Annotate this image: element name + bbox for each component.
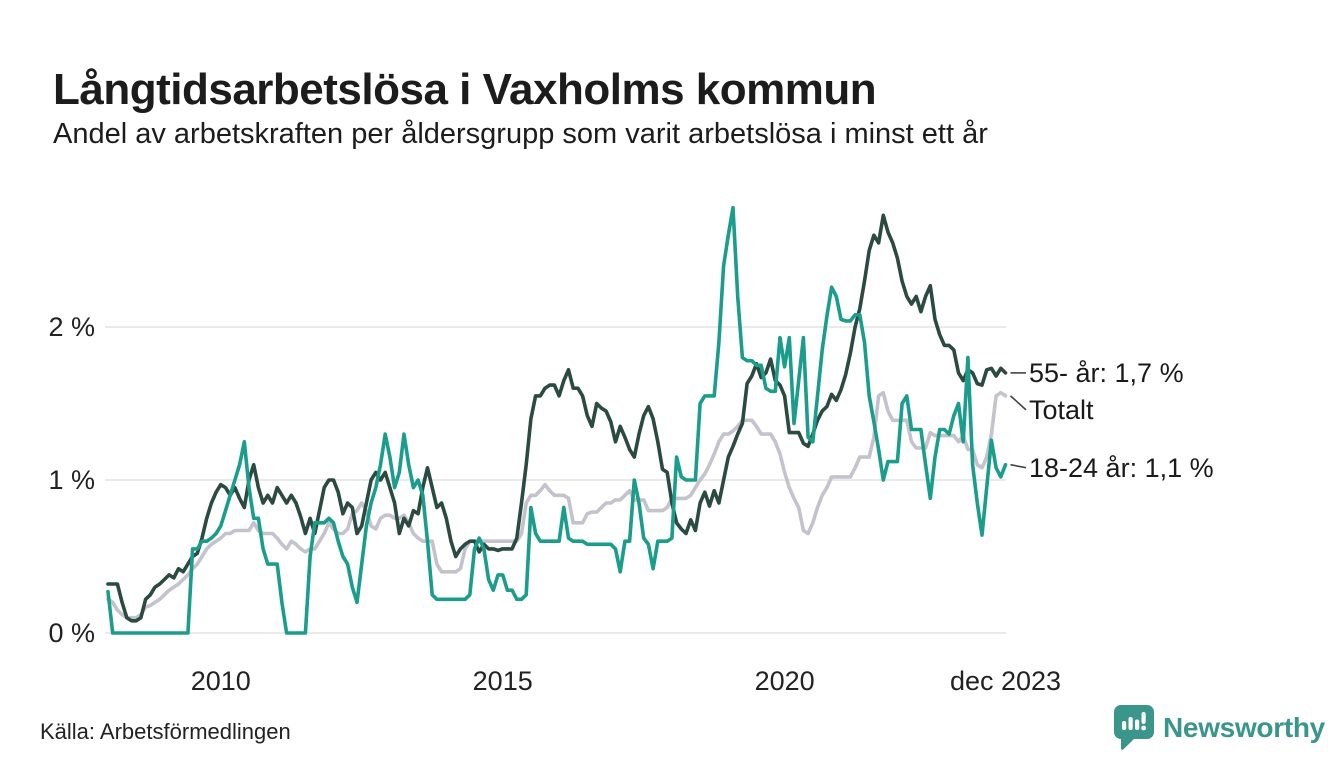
newsworthy-branding: Newsworthy	[1114, 705, 1325, 751]
x-axis-tick-dec-2023: dec 2023	[949, 666, 1062, 696]
x-axis-tick-2010: 2010	[190, 666, 251, 696]
page-subtitle: Andel av arbetskraften per åldersgrupp s…	[53, 118, 988, 150]
x-axis-tick-2020: 2020	[754, 666, 815, 696]
page-title: Långtidsarbetslösa i Vaxholms kommun	[53, 65, 877, 115]
series-label-18-24-ar: 18-24 år: 1,1 %	[1029, 452, 1214, 483]
series-label-55-ar: 55- år: 1,7 %	[1029, 357, 1184, 388]
source-caption: Källa: Arbetsförmedlingen	[40, 719, 291, 744]
y-axis-tick-0: 0 %	[48, 618, 95, 648]
y-axis-tick-1: 1 %	[48, 465, 95, 495]
series-label-totalt: Totalt	[1029, 394, 1094, 425]
newsworthy-logo-text: Newsworthy	[1163, 712, 1325, 743]
newsworthy-logo-icon	[1114, 705, 1154, 750]
x-axis-tick-2015: 2015	[472, 666, 533, 696]
y-axis-tick-2: 2 %	[48, 312, 95, 342]
